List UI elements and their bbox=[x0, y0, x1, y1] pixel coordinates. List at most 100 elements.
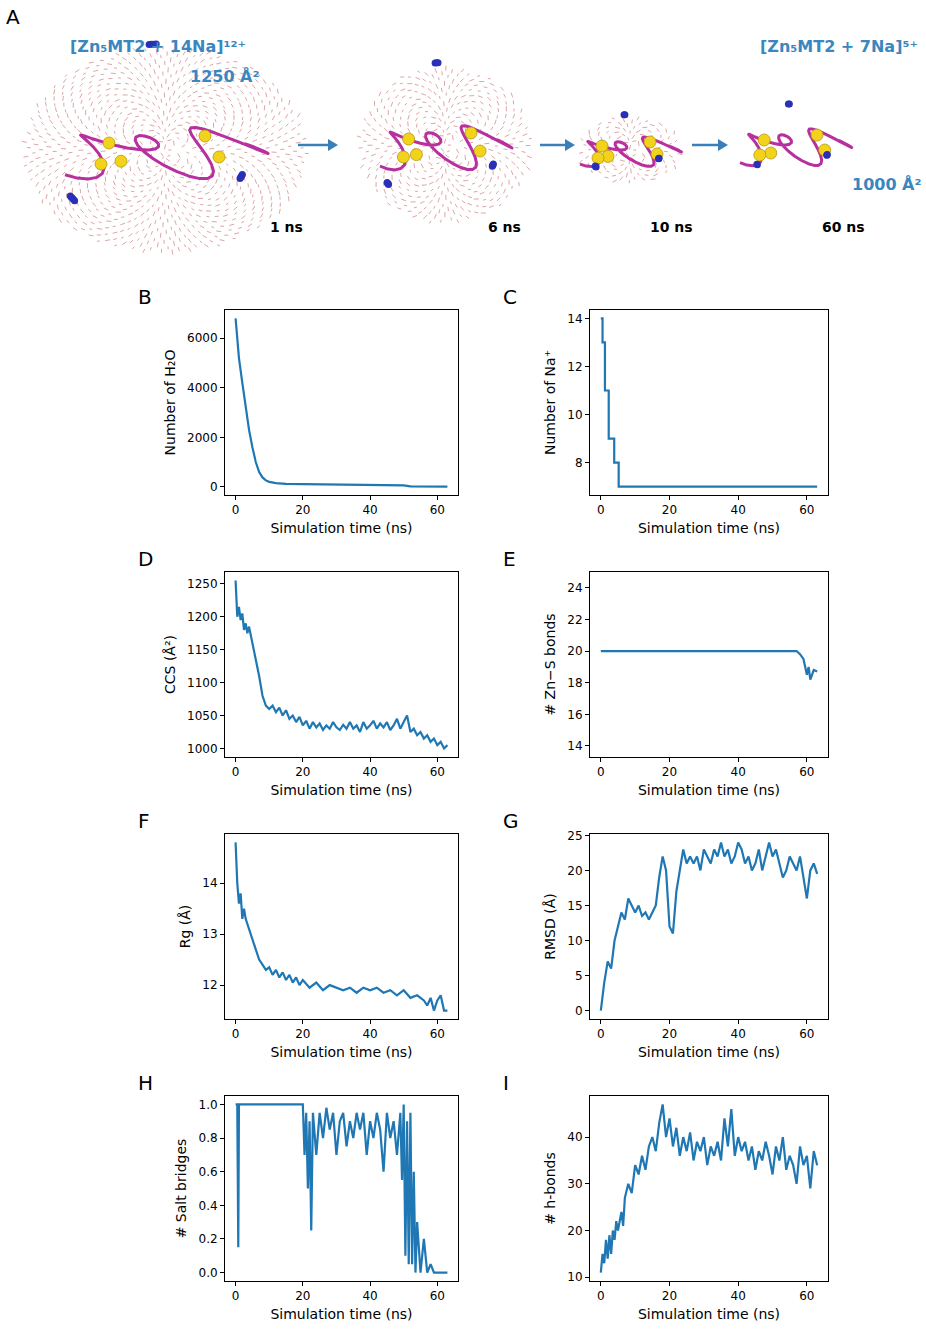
svg-text:25: 25 bbox=[567, 829, 582, 843]
svg-text:1 ns: 1 ns bbox=[270, 219, 303, 235]
svg-text:20: 20 bbox=[295, 1289, 310, 1303]
svg-text:30: 30 bbox=[567, 1177, 582, 1191]
svg-text:1000 Å²: 1000 Å² bbox=[852, 175, 922, 194]
svg-text:20: 20 bbox=[295, 503, 310, 517]
svg-text:18: 18 bbox=[567, 676, 582, 690]
svg-text:2000: 2000 bbox=[187, 431, 218, 445]
svg-text:60: 60 bbox=[430, 765, 445, 779]
svg-text:Simulation time (ns): Simulation time (ns) bbox=[270, 782, 412, 798]
svg-text:40: 40 bbox=[731, 1027, 746, 1041]
svg-text:20: 20 bbox=[295, 1027, 310, 1041]
svg-text:20: 20 bbox=[662, 1289, 677, 1303]
svg-text:[Zn₅MT2 + 7Na]⁵⁺: [Zn₅MT2 + 7Na]⁵⁺ bbox=[760, 37, 918, 56]
svg-text:# Salt bridges: # Salt bridges bbox=[173, 1139, 189, 1239]
svg-text:0: 0 bbox=[232, 1289, 240, 1303]
svg-text:Simulation time (ns): Simulation time (ns) bbox=[270, 1044, 412, 1060]
svg-text:12: 12 bbox=[567, 360, 582, 374]
svg-text:0: 0 bbox=[597, 1289, 605, 1303]
svg-text:Simulation time (ns): Simulation time (ns) bbox=[638, 782, 780, 798]
svg-text:A: A bbox=[6, 5, 20, 29]
svg-text:60: 60 bbox=[799, 765, 814, 779]
svg-text:20: 20 bbox=[567, 644, 582, 658]
svg-text:10: 10 bbox=[567, 408, 582, 422]
svg-text:40: 40 bbox=[567, 1130, 582, 1144]
svg-text:Number of H₂O: Number of H₂O bbox=[162, 350, 178, 456]
svg-text:0.2: 0.2 bbox=[199, 1232, 218, 1246]
svg-text:RMSD (Å): RMSD (Å) bbox=[542, 893, 558, 959]
svg-text:0: 0 bbox=[597, 765, 605, 779]
svg-text:5: 5 bbox=[575, 969, 583, 983]
svg-text:14: 14 bbox=[567, 739, 582, 753]
svg-text:0.6: 0.6 bbox=[199, 1165, 218, 1179]
svg-text:40: 40 bbox=[362, 503, 377, 517]
svg-text:20: 20 bbox=[662, 503, 677, 517]
svg-text:12: 12 bbox=[202, 978, 217, 992]
svg-text:1250: 1250 bbox=[187, 577, 218, 591]
svg-text:1200: 1200 bbox=[187, 610, 218, 624]
svg-text:10: 10 bbox=[567, 1270, 582, 1284]
svg-text:10 ns: 10 ns bbox=[650, 219, 693, 235]
svg-text:40: 40 bbox=[362, 1027, 377, 1041]
svg-text:# h-bonds: # h-bonds bbox=[542, 1152, 558, 1225]
svg-text:0.0: 0.0 bbox=[199, 1266, 218, 1280]
svg-text:6000: 6000 bbox=[187, 331, 218, 345]
svg-text:40: 40 bbox=[731, 503, 746, 517]
svg-text:60: 60 bbox=[430, 503, 445, 517]
html-text:B: B bbox=[138, 285, 152, 309]
svg-text:20: 20 bbox=[662, 765, 677, 779]
svg-text:Simulation time (ns): Simulation time (ns) bbox=[638, 520, 780, 536]
svg-text:20: 20 bbox=[567, 864, 582, 878]
svg-text:40: 40 bbox=[731, 1289, 746, 1303]
svg-text:1.0: 1.0 bbox=[199, 1098, 218, 1112]
svg-text:Simulation time (ns): Simulation time (ns) bbox=[638, 1044, 780, 1060]
svg-text:0: 0 bbox=[597, 503, 605, 517]
svg-text:Simulation time (ns): Simulation time (ns) bbox=[270, 1306, 412, 1322]
svg-text:20: 20 bbox=[295, 765, 310, 779]
html-text:G: G bbox=[503, 809, 519, 833]
svg-text:0: 0 bbox=[597, 1027, 605, 1041]
svg-text:60: 60 bbox=[799, 1289, 814, 1303]
svg-text:0: 0 bbox=[575, 1004, 583, 1018]
svg-text:60: 60 bbox=[430, 1289, 445, 1303]
html-text:D: D bbox=[138, 547, 154, 571]
svg-text:16: 16 bbox=[567, 708, 582, 722]
svg-text:20: 20 bbox=[567, 1224, 582, 1238]
svg-text:10: 10 bbox=[567, 934, 582, 948]
svg-text:Number of Na⁺: Number of Na⁺ bbox=[542, 350, 558, 455]
svg-text:1050: 1050 bbox=[187, 709, 218, 723]
svg-text:14: 14 bbox=[567, 312, 582, 326]
svg-text:1100: 1100 bbox=[187, 676, 218, 690]
svg-text:CCS (Å²): CCS (Å²) bbox=[162, 635, 178, 694]
svg-text:40: 40 bbox=[362, 765, 377, 779]
svg-text:22: 22 bbox=[567, 613, 582, 627]
svg-text:Simulation time (ns): Simulation time (ns) bbox=[270, 520, 412, 536]
svg-text:60: 60 bbox=[430, 1027, 445, 1041]
svg-text:60: 60 bbox=[799, 1027, 814, 1041]
svg-text:Rg (Å): Rg (Å) bbox=[177, 905, 193, 949]
svg-text:14: 14 bbox=[202, 876, 217, 890]
svg-text:1250 Å²: 1250 Å² bbox=[190, 67, 260, 86]
svg-text:0: 0 bbox=[232, 503, 240, 517]
svg-text:0.4: 0.4 bbox=[199, 1199, 218, 1213]
svg-text:20: 20 bbox=[662, 1027, 677, 1041]
svg-text:15: 15 bbox=[567, 899, 582, 913]
svg-text:0: 0 bbox=[210, 480, 218, 494]
svg-text:4000: 4000 bbox=[187, 381, 218, 395]
svg-text:6 ns: 6 ns bbox=[488, 219, 521, 235]
svg-text:40: 40 bbox=[362, 1289, 377, 1303]
svg-text:60 ns: 60 ns bbox=[822, 219, 865, 235]
svg-text:0: 0 bbox=[232, 1027, 240, 1041]
svg-text:24: 24 bbox=[567, 581, 582, 595]
svg-text:0: 0 bbox=[232, 765, 240, 779]
svg-text:60: 60 bbox=[799, 503, 814, 517]
svg-text:13: 13 bbox=[202, 927, 217, 941]
html-text:H: H bbox=[138, 1071, 153, 1095]
svg-text:40: 40 bbox=[731, 765, 746, 779]
svg-text:Simulation time (ns): Simulation time (ns) bbox=[638, 1306, 780, 1322]
svg-text:1150: 1150 bbox=[187, 643, 218, 657]
svg-text:[Zn₅MT2 + 14Na]¹²⁺: [Zn₅MT2 + 14Na]¹²⁺ bbox=[70, 37, 246, 56]
svg-text:0.8: 0.8 bbox=[199, 1131, 218, 1145]
svg-text:8: 8 bbox=[575, 456, 583, 470]
svg-text:# Zn−S bonds: # Zn−S bonds bbox=[542, 613, 558, 715]
svg-text:1000: 1000 bbox=[187, 742, 218, 756]
